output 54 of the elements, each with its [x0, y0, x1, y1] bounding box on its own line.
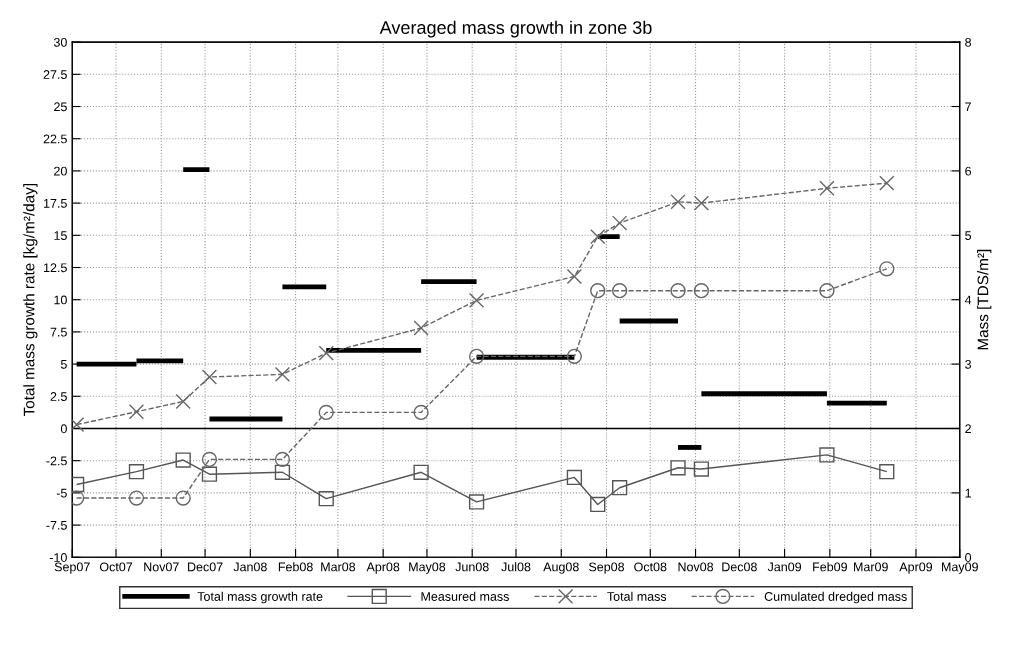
- x-tick-label: Apr08: [366, 562, 400, 574]
- y-tick-label: -5: [56, 488, 67, 498]
- x-tick-label: Jul08: [501, 562, 531, 572]
- chart-title: Averaged mass growth in zone 3b: [379, 20, 652, 38]
- y2-tick-label: 1: [965, 488, 971, 498]
- x-tick-label: Nov08: [678, 562, 714, 572]
- y2-tick-label: 0: [965, 553, 972, 562]
- y-tick-label: 17.5: [44, 199, 67, 208]
- y2-tick-label: 2: [965, 424, 971, 434]
- x-tick-label: Apr09: [899, 562, 933, 574]
- y2-tick-label: 5: [965, 231, 972, 240]
- x-tick-label: Mar09: [854, 562, 888, 572]
- x-tick-label: May08: [409, 562, 446, 574]
- legend-label: Total mass: [607, 591, 667, 601]
- y-tick-label: 7.5: [50, 327, 67, 337]
- y-tick-label: 27.5: [43, 70, 67, 79]
- x-tick-label: Jun08: [455, 562, 489, 572]
- x-tick-label: Sep08: [589, 562, 625, 574]
- x-tick-label: Oct08: [634, 562, 667, 572]
- y-axis-title: Total mass growth rate [kg/m²/day]: [23, 184, 38, 417]
- y-tick-label: 0: [60, 424, 67, 434]
- y-tick-label: -10: [49, 553, 67, 562]
- y-tick-label: 10: [54, 295, 67, 305]
- x-tick-label: Sep07: [54, 562, 90, 574]
- y2-tick-label: 4: [964, 295, 972, 305]
- x-tick-label: Nov07: [144, 562, 179, 572]
- x-tick-label: Mar08: [321, 562, 356, 572]
- x-tick-label: Jan08: [233, 562, 267, 572]
- x-tick-label: Oct07: [99, 562, 133, 572]
- y-tick-label: 25: [54, 102, 67, 112]
- y-tick-label: 12.5: [44, 263, 67, 273]
- y-tick-label: 22.5: [43, 134, 67, 144]
- y2-tick-label: 7: [965, 102, 971, 112]
- x-tick-label: Dec08: [722, 562, 757, 572]
- y2-axis-title: Mass [TDS/m²]: [977, 249, 992, 350]
- x-tick-label: Feb09: [813, 562, 847, 572]
- legend-label: Total mass growth rate: [197, 591, 323, 604]
- x-tick-label: Aug08: [543, 562, 579, 574]
- x-tick-label: May09: [942, 562, 978, 574]
- y-tick-label: 30: [53, 37, 67, 47]
- x-tick-label: Dec07: [188, 562, 223, 572]
- x-tick-label: Jan09: [767, 562, 802, 572]
- y2-tick-label: 3: [965, 359, 972, 369]
- y-tick-label: 20: [54, 166, 67, 176]
- y-tick-label: 5: [60, 360, 67, 369]
- legend-label: Cumulated dredged mass: [764, 591, 907, 604]
- y2-tick-label: 6: [965, 166, 972, 176]
- x-tick-label: Feb08: [278, 562, 313, 572]
- y2-tick-label: 8: [965, 37, 972, 47]
- y-tick-label: -2.5: [46, 456, 67, 466]
- y-tick-label: 2.5: [50, 392, 67, 401]
- legend-label: Measured mass: [421, 591, 509, 601]
- y-tick-label: -7.5: [46, 521, 67, 530]
- y-tick-label: 15: [54, 231, 67, 240]
